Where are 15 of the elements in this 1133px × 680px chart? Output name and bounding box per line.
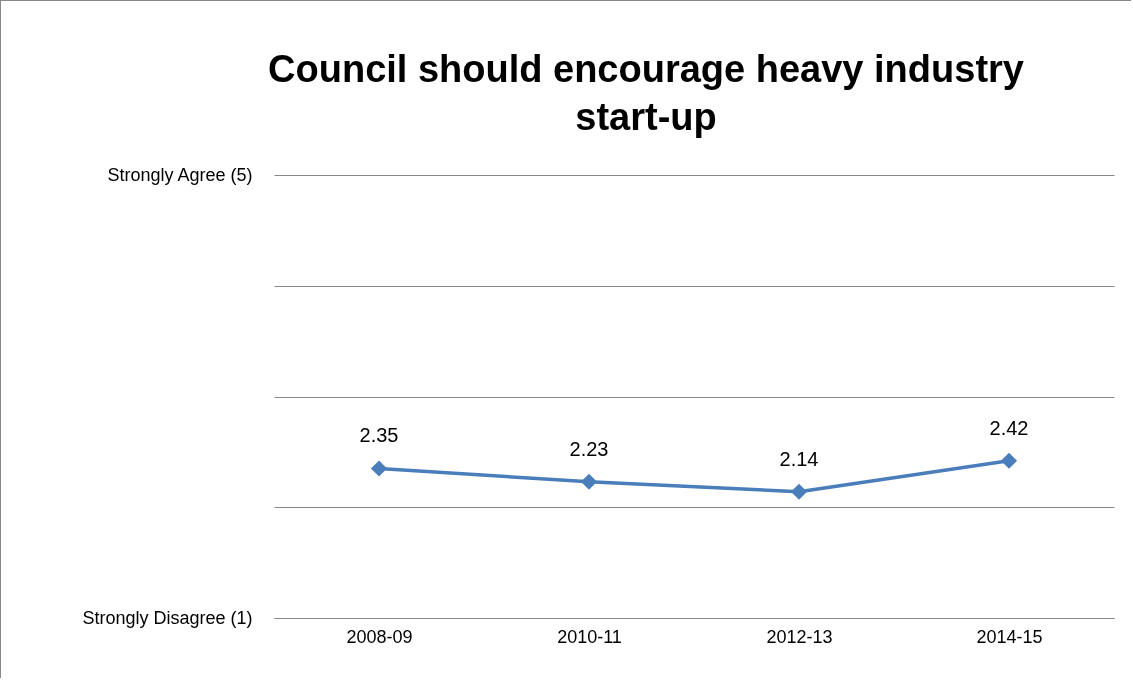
y-tick-label: Strongly Agree (5) — [107, 164, 253, 185]
y-tick-label: Strongly Disagree (1) — [82, 607, 253, 628]
data-label: 2.35 — [359, 424, 399, 447]
data-label: 2.14 — [779, 447, 819, 470]
point — [1000, 452, 1018, 469]
x-tick-label: 2008-09 — [346, 626, 413, 647]
chart-title: Council should encourage heavy industry start-up — [268, 48, 1024, 138]
point — [370, 460, 388, 477]
data-label: 2.42 — [989, 416, 1029, 439]
x-tick-label: 2010-11 — [557, 626, 622, 647]
point — [580, 473, 598, 490]
data-label: 2.23 — [569, 437, 609, 460]
point — [790, 483, 808, 500]
x-tick-label: 2014-15 — [976, 626, 1043, 647]
x-tick-label: 2012-13 — [766, 626, 833, 647]
